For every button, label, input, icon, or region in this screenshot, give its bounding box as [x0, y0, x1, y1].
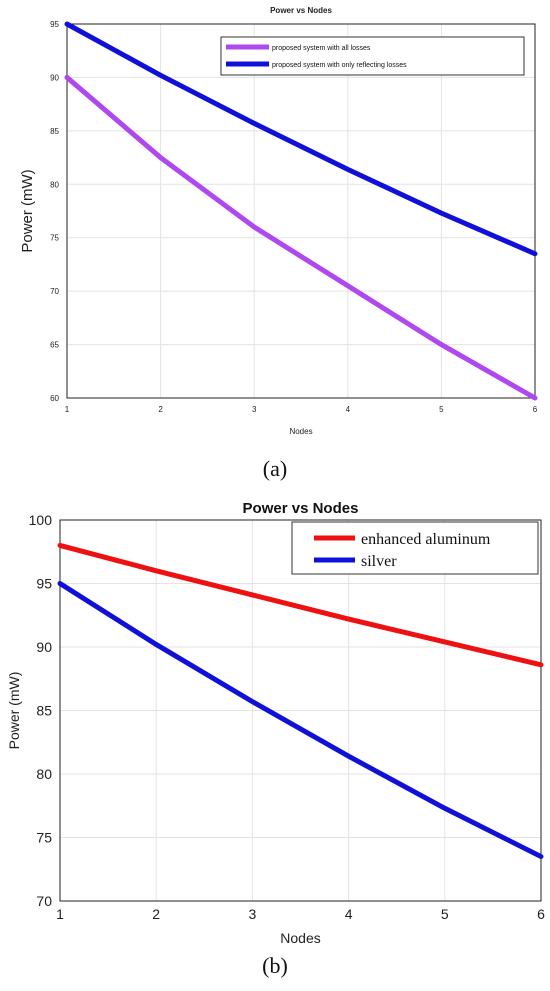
y-tick-label: 60 [50, 394, 59, 403]
x-axis-label: Nodes [280, 930, 320, 946]
x-tick-label: 3 [249, 906, 257, 922]
x-tick-label: 2 [152, 906, 160, 922]
x-tick-label: 5 [439, 405, 444, 414]
x-tick-label: 1 [65, 405, 70, 414]
x-tick-label: 6 [537, 906, 545, 922]
legend-label-2: silver [361, 553, 397, 570]
x-tick-label: 2 [158, 405, 163, 414]
series-line-1 [57, 542, 544, 668]
y-tick-label: 70 [50, 287, 59, 296]
x-tick-label: 4 [345, 906, 353, 922]
y-tick-label: 95 [50, 20, 59, 29]
y-axis-label: Power (mW) [6, 672, 22, 750]
y-tick-label: 100 [29, 512, 53, 528]
legend-label-2: proposed system with only reflecting los… [272, 62, 407, 69]
y-tick-label: 75 [36, 830, 52, 846]
x-tick-label: 1 [56, 906, 64, 922]
chart-title: Power vs Nodes [270, 6, 332, 15]
x-axis-label: Nodes [289, 427, 312, 436]
y-tick-label: 95 [36, 576, 52, 592]
series-line-1 [64, 74, 538, 401]
chart-a: 1 2 3 4 5 6 60 65 70 75 80 85 90 95 Power vs Nodes Node… [19, 6, 538, 481]
plot-frame [59, 519, 542, 902]
x-tick-label: 4 [346, 405, 351, 414]
legend-label-1: enhanced aluminum [361, 531, 491, 548]
plot-frame [66, 23, 536, 399]
y-tick-label: 85 [50, 127, 59, 136]
y-tick-label: 70 [36, 893, 52, 909]
legend-box [291, 521, 539, 575]
chart-title: Power vs Nodes [243, 500, 359, 517]
y-tick-label: 80 [36, 766, 52, 782]
y-tick-label: 65 [50, 341, 59, 350]
series-line-2 [57, 581, 544, 860]
x-tick-label: 6 [533, 405, 538, 414]
y-tick-label: 90 [36, 639, 52, 655]
y-tick-label: 80 [50, 180, 59, 189]
y-tick-label: 90 [50, 73, 59, 82]
legend-box [220, 36, 525, 76]
x-tick-label: 5 [441, 906, 449, 922]
y-tick-label: 75 [50, 234, 59, 243]
chart-b: 1 2 3 4 5 6 70 75 80 85 90 95 100 Power vs Nodes Nodes… [6, 500, 545, 978]
panel-label: (a) [263, 456, 287, 481]
series-line-2 [64, 21, 538, 257]
y-tick-label: 85 [36, 703, 52, 719]
x-tick-label: 3 [252, 405, 257, 414]
panel-label: (b) [262, 953, 288, 978]
y-axis-label: Power (mW) [19, 169, 36, 252]
legend-label-1: proposed system with all losses [272, 45, 371, 52]
